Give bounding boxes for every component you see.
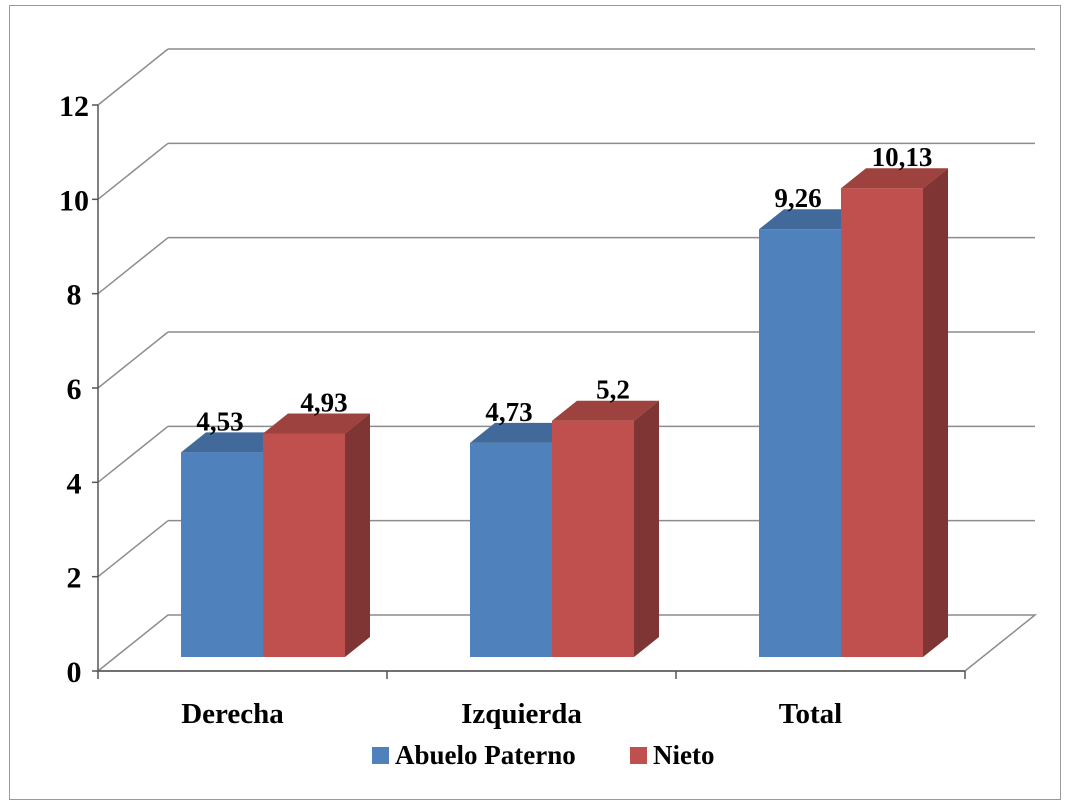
bar-side	[923, 168, 948, 657]
bar-front	[470, 442, 552, 657]
bar-front	[552, 420, 634, 657]
bar-side	[634, 400, 659, 657]
y-tick-label: 4	[67, 467, 82, 500]
gridline-side	[97, 425, 169, 483]
legend-label: Abuelo Paterno	[395, 740, 576, 770]
bar-front	[181, 452, 263, 657]
label-layer: 4,53 4,93 4,73 5,2 9,26 10,13	[196, 142, 932, 436]
x-tick-label: Total	[779, 698, 842, 730]
data-label: 4,93	[300, 387, 347, 417]
gridline-side	[97, 331, 169, 389]
y-tick-label: 6	[67, 373, 82, 406]
gridline-side	[97, 142, 169, 200]
y-tick-label: 0	[67, 656, 82, 689]
legend-label: Nieto	[653, 740, 714, 770]
y-tick-label: 12	[59, 90, 89, 123]
data-label: 5,2	[596, 375, 630, 405]
gridline-side	[97, 48, 169, 106]
bar-top	[841, 168, 948, 189]
gridline-side	[97, 237, 169, 295]
bar-front	[759, 229, 841, 657]
data-label: 10,13	[872, 142, 933, 172]
y-tick-label: 8	[67, 279, 82, 312]
data-label: 4,73	[485, 397, 532, 427]
data-label: 4,53	[196, 406, 243, 436]
axis-layer: 0 2 4 6 8 10 12 Derecha Izquierda Total	[59, 90, 966, 730]
x-tick-label: Derecha	[181, 698, 284, 730]
x-tick-label: Izquierda	[461, 698, 582, 730]
legend-swatch	[372, 747, 389, 764]
bar-top	[263, 413, 370, 434]
y-tick-label: 2	[67, 562, 82, 595]
bar-side	[345, 413, 370, 657]
y-tick-label: 10	[59, 184, 89, 217]
bar-front	[263, 433, 345, 657]
bar-top	[470, 422, 577, 443]
gridline-side	[97, 520, 169, 578]
bar-front	[841, 188, 923, 657]
bar-top	[552, 400, 659, 421]
data-label: 9,26	[774, 183, 821, 213]
legend: Abuelo Paterno Nieto	[372, 740, 714, 770]
bar-layer	[181, 168, 948, 657]
bar-top	[181, 432, 288, 453]
bar-top	[759, 209, 866, 230]
legend-swatch	[630, 747, 647, 764]
chart-frame: 0 2 4 6 8 10 12 Derecha Izquierda Total 4,53 4,93 4…	[9, 5, 1061, 800]
